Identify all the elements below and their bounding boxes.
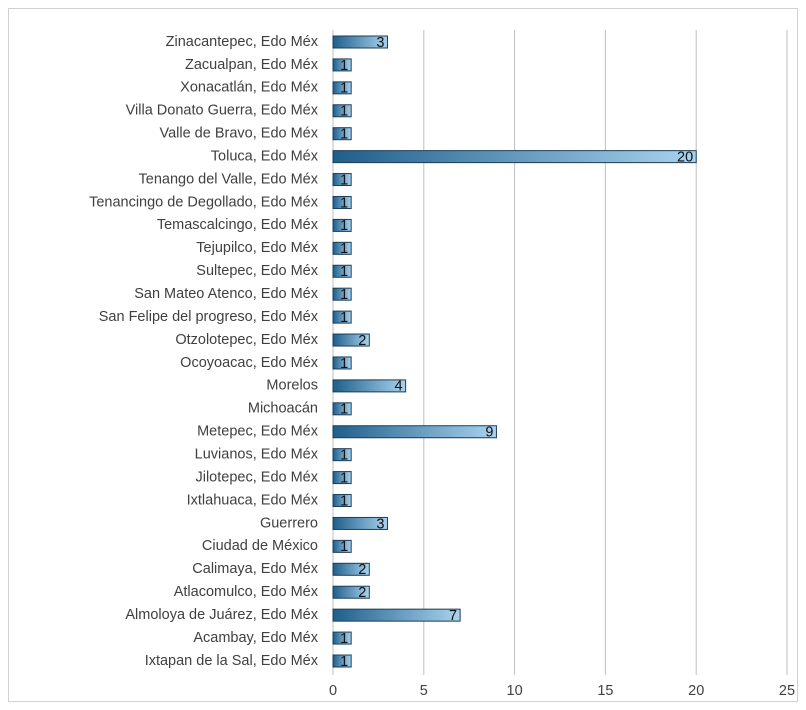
y-tick-label: Atlacomulco, Edo Méx	[174, 584, 319, 600]
y-tick-label: Otzolotepec, Edo Méx	[175, 332, 318, 348]
x-tick-label: 15	[597, 683, 613, 699]
data-label: 9	[485, 425, 493, 441]
data-label: 1	[340, 654, 348, 670]
y-tick-label: Tenango del Valle, Edo Méx	[139, 171, 319, 187]
bar	[332, 379, 407, 393]
y-tick-label: Toluca, Edo Méx	[211, 148, 319, 164]
bar	[332, 494, 352, 508]
bar	[332, 608, 461, 622]
data-label: 1	[340, 402, 348, 418]
y-tick-label: Valle de Bravo, Edo Méx	[159, 126, 318, 142]
y-tick-label: Sultepec, Edo Méx	[196, 263, 318, 279]
bar	[332, 104, 352, 118]
bar	[332, 631, 352, 645]
y-tick-label: Tenancingo de Degollado, Edo Méx	[89, 194, 319, 210]
bar	[332, 562, 370, 576]
data-label: 3	[376, 516, 384, 532]
data-label: 1	[340, 447, 348, 463]
data-label: 1	[340, 127, 348, 143]
data-label: 1	[340, 631, 348, 647]
bar	[332, 287, 352, 301]
x-tick-label: 20	[688, 683, 704, 699]
bar	[332, 356, 352, 370]
data-label: 1	[340, 493, 348, 509]
y-tick-label: Zinacantepec, Edo Méx	[166, 34, 319, 50]
bar	[332, 218, 352, 232]
bar	[332, 402, 352, 416]
data-label: 1	[340, 287, 348, 303]
data-label: 1	[340, 310, 348, 326]
y-tick-label: Calimaya, Edo Méx	[192, 561, 318, 577]
data-label: 2	[358, 585, 366, 601]
y-tick-label: Almoloya de Juárez, Edo Méx	[125, 607, 318, 623]
bar	[332, 150, 697, 164]
bar	[332, 127, 352, 141]
bar	[332, 58, 352, 72]
bar	[332, 585, 370, 599]
bar	[332, 471, 352, 485]
y-tick-label: Temascalcingo, Edo Méx	[157, 217, 319, 233]
data-label: 1	[340, 470, 348, 486]
y-tick-label: San Mateo Atenco, Edo Méx	[134, 286, 319, 302]
y-tick-label: Zacualpan, Edo Méx	[185, 57, 319, 73]
y-tick-label: San Felipe del progreso, Edo Méx	[99, 309, 319, 325]
data-label: 2	[358, 333, 366, 349]
x-tick-label: 0	[329, 683, 337, 699]
y-tick-label: Acambay, Edo Méx	[193, 630, 318, 646]
data-label: 2	[358, 562, 366, 578]
data-label: 20	[677, 149, 693, 165]
data-label: 1	[340, 81, 348, 97]
y-tick-label: Jilotepec, Edo Méx	[195, 469, 318, 485]
data-label: 1	[340, 104, 348, 120]
data-label: 1	[340, 539, 348, 555]
bar	[332, 425, 497, 439]
y-tick-label: Ixtapan de la Sal, Edo Méx	[145, 653, 319, 669]
bar	[332, 195, 352, 209]
data-label: 3	[376, 35, 384, 51]
data-label: 1	[340, 356, 348, 372]
x-tick-label: 25	[779, 683, 795, 699]
bar	[332, 173, 352, 187]
y-tick-label: Metepec, Edo Méx	[197, 424, 319, 440]
bar	[332, 81, 352, 95]
y-tick-label: Luvianos, Edo Méx	[195, 446, 319, 462]
y-tick-label: Tejupilco, Edo Méx	[196, 240, 318, 256]
y-tick-label: Guerrero	[260, 515, 318, 531]
y-tick-label: Ocoyoacac, Edo Méx	[180, 355, 319, 371]
bar	[332, 333, 370, 347]
data-label: 1	[340, 58, 348, 74]
data-label: 1	[340, 172, 348, 188]
y-tick-label: Morelos	[266, 378, 318, 394]
bar	[332, 539, 352, 553]
bar	[332, 35, 388, 49]
x-tick-label: 5	[420, 683, 428, 699]
bar	[332, 241, 352, 255]
y-tick-label: Michoacán	[248, 401, 318, 417]
bar	[332, 448, 352, 462]
y-tick-label: Xonacatlán, Edo Méx	[180, 80, 319, 96]
data-label: 4	[395, 379, 403, 395]
y-tick-label: Ixtlahuaca, Edo Méx	[187, 492, 319, 508]
data-label: 1	[340, 264, 348, 280]
data-label: 1	[340, 195, 348, 211]
bar	[332, 516, 388, 530]
data-label: 1	[340, 241, 348, 257]
data-label: 7	[449, 608, 457, 624]
data-label: 1	[340, 218, 348, 234]
y-tick-label: Ciudad de México	[202, 538, 318, 554]
chart-border	[8, 8, 798, 702]
bar	[332, 654, 352, 668]
x-tick-label: 10	[507, 683, 523, 699]
y-tick-label: Villa Donato Guerra, Edo Méx	[126, 103, 319, 119]
bar	[332, 310, 352, 324]
bar	[332, 264, 352, 278]
